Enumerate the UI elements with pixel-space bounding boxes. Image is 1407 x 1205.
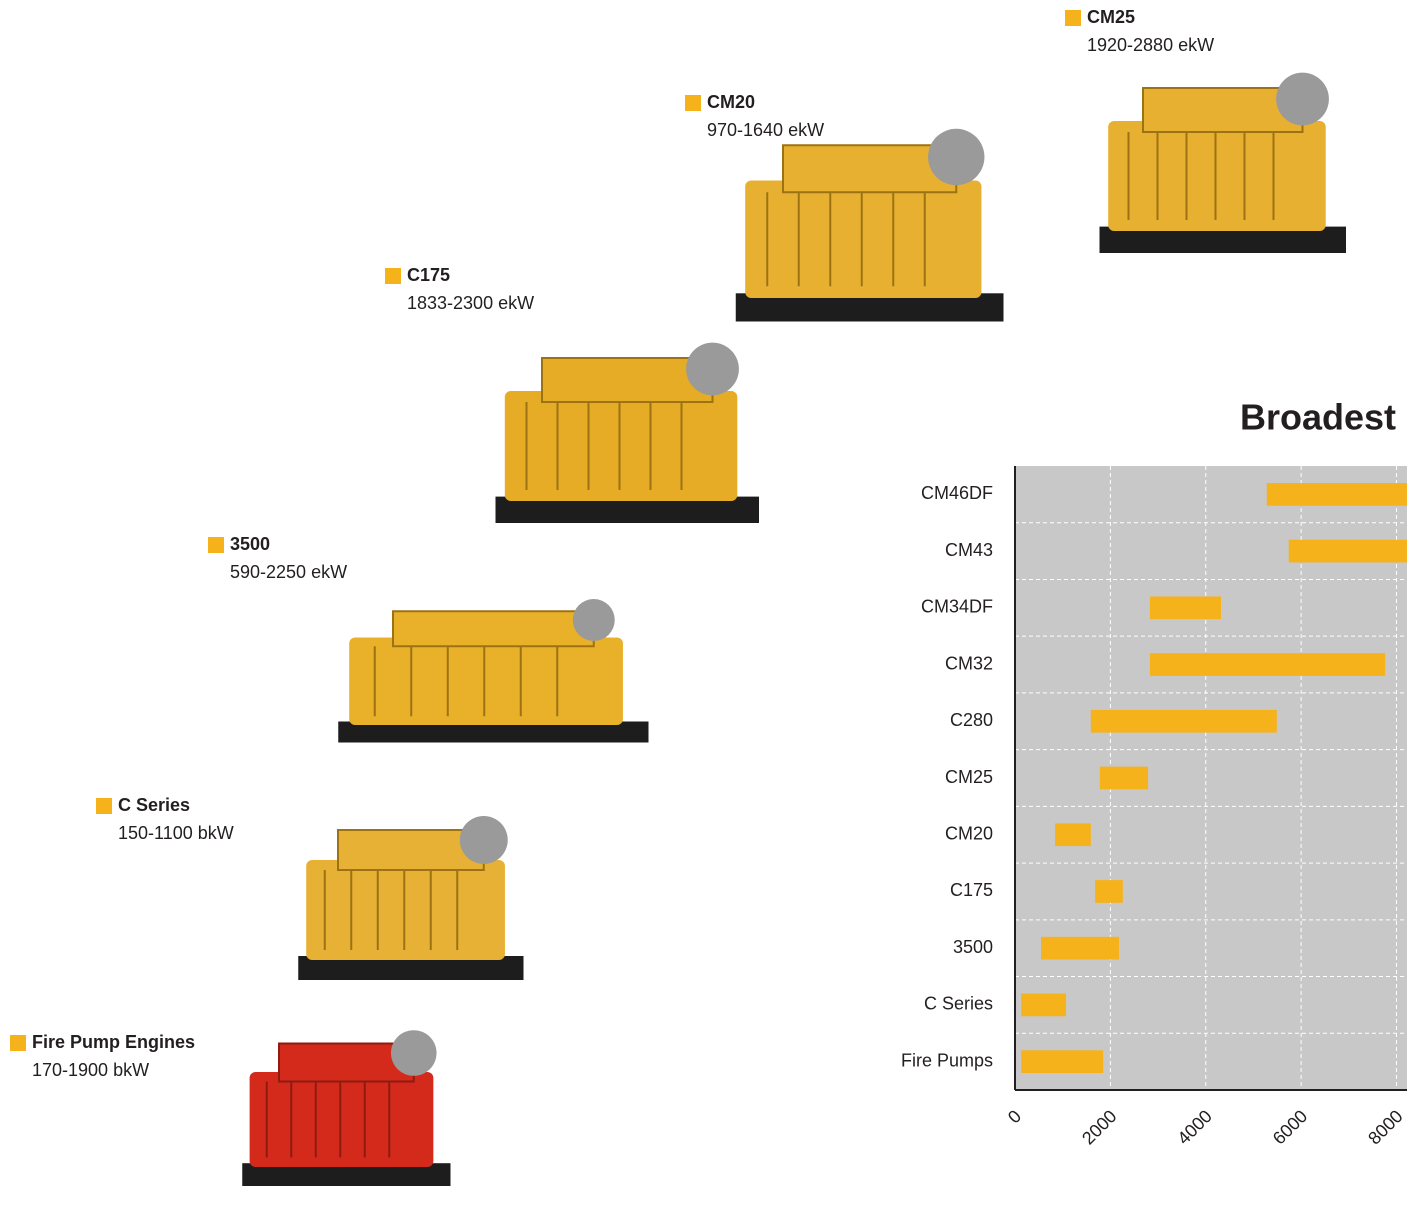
- y-tick-label: CM25: [945, 767, 993, 787]
- product-range: 1833-2300 ekW: [407, 293, 534, 313]
- legend-square: [96, 798, 112, 814]
- x-tick-label: 0: [1004, 1106, 1025, 1127]
- legend-square: [208, 537, 224, 553]
- bar: [1041, 937, 1119, 960]
- y-tick-label: C280: [950, 710, 993, 730]
- engine-image: [496, 343, 760, 523]
- y-tick-label: CM46DF: [921, 483, 993, 503]
- x-tick-label: 2000: [1078, 1106, 1120, 1148]
- bar: [1289, 540, 1407, 563]
- engine-part: [1276, 73, 1329, 126]
- product-name: CM25: [1087, 7, 1135, 27]
- y-tick-label: CM32: [945, 653, 993, 673]
- product-name: 3500: [230, 534, 270, 554]
- product-range: 1920-2880 ekW: [1087, 35, 1214, 55]
- x-tick-label: 4000: [1173, 1106, 1215, 1148]
- x-tick-label: 8000: [1364, 1106, 1406, 1148]
- y-tick-label: CM20: [945, 823, 993, 843]
- product-name: CM20: [707, 92, 755, 112]
- page: {"products": [ {"name": "CM25", "range":…: [0, 0, 1407, 1205]
- engine-part: [460, 816, 508, 864]
- y-tick-label: C175: [950, 880, 993, 900]
- chart-title: Broadest: [1240, 397, 1396, 438]
- product-name: C Series: [118, 795, 190, 815]
- bar: [1100, 767, 1148, 790]
- page-canvas: CM25 1920-2880 ekW CM20 970-1640 ekW C175 183…: [0, 0, 1407, 1205]
- bar: [1150, 596, 1221, 619]
- engine-top: [393, 611, 594, 646]
- engine-body: [250, 1072, 434, 1167]
- engine-body: [745, 181, 981, 299]
- engine-image: [1100, 73, 1347, 253]
- y-tick-label: CM34DF: [921, 597, 993, 617]
- engine-image: [298, 816, 523, 980]
- bar: [1021, 1050, 1103, 1073]
- bar: [1021, 994, 1066, 1017]
- bar: [1055, 823, 1091, 846]
- engine-image: [242, 1030, 450, 1186]
- bar: [1091, 710, 1277, 733]
- y-tick-label: 3500: [953, 937, 993, 957]
- y-tick-label: Fire Pumps: [901, 1050, 993, 1070]
- engine-body: [1108, 121, 1326, 231]
- legend-square: [685, 95, 701, 111]
- legend-square: [1065, 10, 1081, 26]
- legend-square: [10, 1035, 26, 1051]
- product-range: 590-2250 ekW: [230, 562, 347, 582]
- engine-part: [928, 129, 984, 185]
- bar: [1267, 483, 1407, 506]
- product-range: 150-1100 bkW: [118, 823, 234, 843]
- x-tick-label: 6000: [1269, 1106, 1311, 1148]
- legend-square: [385, 268, 401, 284]
- engine-image: [736, 129, 1004, 322]
- bar: [1095, 880, 1123, 903]
- engine-part: [573, 599, 615, 641]
- engine-part: [391, 1030, 437, 1076]
- product-name: Fire Pump Engines: [32, 1032, 195, 1052]
- product-name: C175: [407, 265, 450, 285]
- engine-body: [505, 391, 738, 501]
- engine-part: [686, 343, 739, 396]
- engine-image: [338, 599, 648, 743]
- y-tick-label: C Series: [924, 994, 993, 1014]
- product-range: 170-1900 bkW: [32, 1060, 149, 1080]
- product-range: 970-1640 ekW: [707, 120, 824, 140]
- engine-body: [306, 860, 505, 960]
- bar: [1150, 653, 1385, 676]
- y-tick-label: CM43: [945, 540, 993, 560]
- engine-body: [349, 638, 623, 726]
